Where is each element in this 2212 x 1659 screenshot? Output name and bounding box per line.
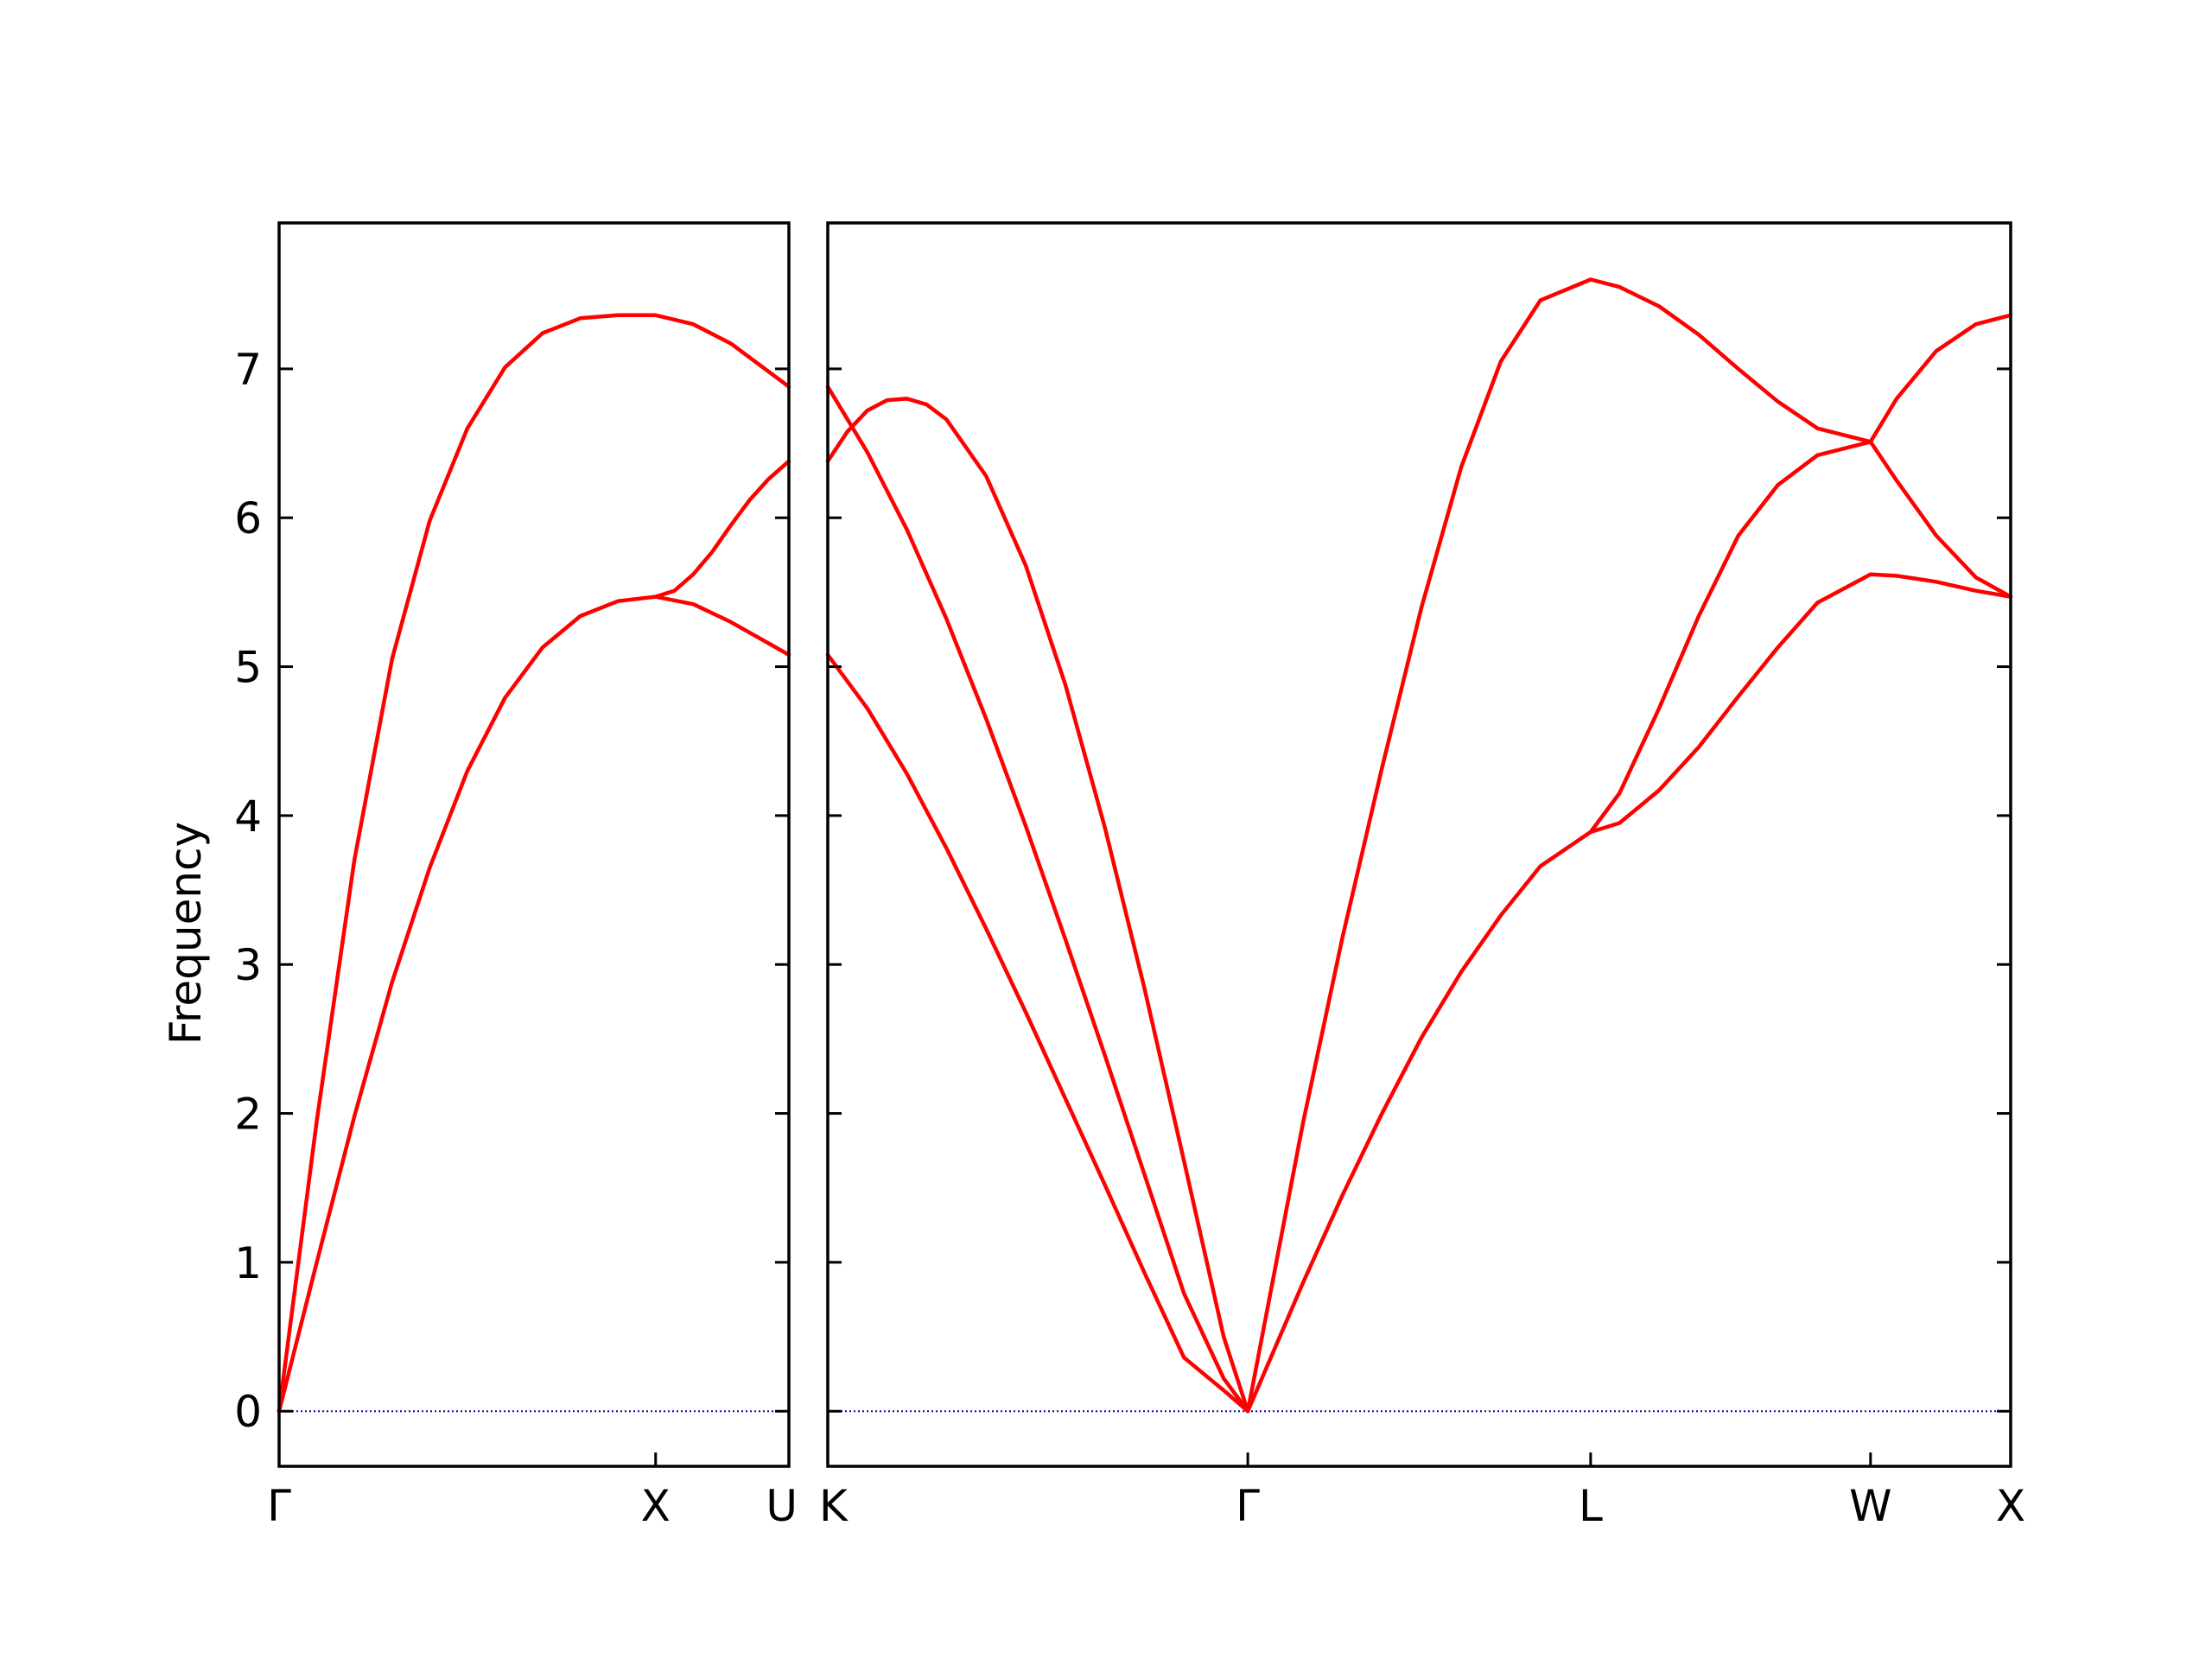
x-tick-label: K bbox=[819, 1481, 849, 1531]
x-tick-label: U bbox=[766, 1481, 798, 1531]
band-line-3 bbox=[825, 397, 1250, 1414]
x-tick-label: W bbox=[1849, 1481, 1891, 1531]
y-axis-label: Frequency bbox=[161, 822, 211, 1045]
band-line-1 bbox=[825, 652, 1250, 1414]
x-tick-label: X bbox=[1996, 1481, 2025, 1531]
y-tick-label: 4 bbox=[234, 791, 262, 842]
band-line-9 bbox=[1868, 572, 2013, 599]
band-line-11 bbox=[1868, 313, 2013, 444]
panel-frame bbox=[826, 221, 2012, 1468]
panel-frame bbox=[277, 221, 791, 1468]
band-line-2 bbox=[276, 313, 791, 1414]
y-tick-label: 3 bbox=[234, 940, 262, 990]
x-tick-label: Γ bbox=[267, 1481, 291, 1531]
y-tick-label: 2 bbox=[234, 1090, 262, 1140]
y-tick-label: 7 bbox=[234, 345, 262, 395]
band-line-10 bbox=[1868, 440, 2013, 599]
band-line-4 bbox=[1245, 830, 1593, 1414]
x-tick-label: Γ bbox=[1236, 1481, 1260, 1531]
y-tick-label: 6 bbox=[234, 493, 262, 543]
band-line-8 bbox=[1588, 277, 1873, 444]
band-line-3 bbox=[653, 459, 791, 599]
band-line-1 bbox=[276, 594, 791, 1414]
x-tick-label: L bbox=[1579, 1481, 1603, 1531]
panel-1: 0 1 2 3 4 5 6 7 Γ X U bbox=[234, 221, 798, 1531]
band-line-2 bbox=[825, 385, 1250, 1414]
y-tick-label: 0 bbox=[234, 1387, 262, 1437]
band-line-7 bbox=[1588, 440, 1873, 835]
band-line-6 bbox=[1588, 572, 1873, 835]
x-tick-label: X bbox=[641, 1481, 671, 1531]
band-line-5 bbox=[1245, 277, 1593, 1414]
y-tick-label: 1 bbox=[234, 1238, 262, 1288]
y-tick-label: 5 bbox=[234, 643, 262, 693]
